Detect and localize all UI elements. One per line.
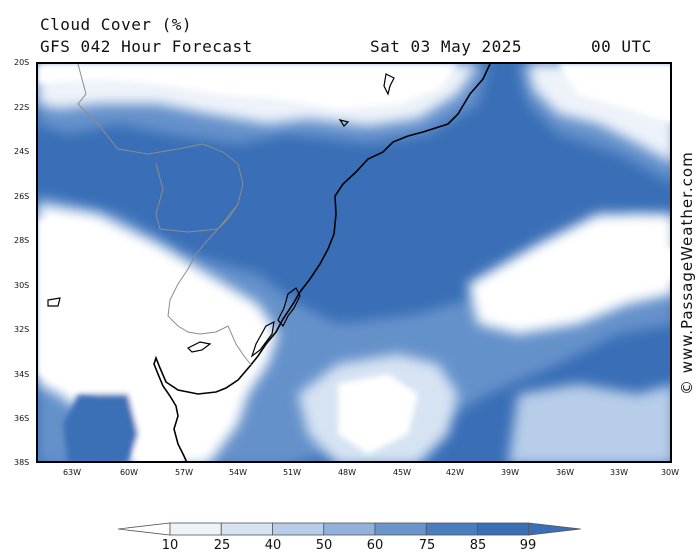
lon-label: 51W xyxy=(282,468,302,477)
legend-value: 85 xyxy=(469,538,487,553)
lat-label: 26S xyxy=(14,192,30,201)
forecast-label: GFS 042 Hour Forecast xyxy=(40,37,253,56)
color-scale-legend xyxy=(118,522,581,536)
lat-label: 24S xyxy=(14,147,30,156)
lon-label: 42W xyxy=(445,468,465,477)
lat-label: 30S xyxy=(14,281,30,290)
lat-label: 20S xyxy=(14,58,30,67)
map-canvas xyxy=(38,64,670,461)
lon-label: 36W xyxy=(555,468,575,477)
legend-value: 50 xyxy=(315,538,333,553)
cloud-cover-map xyxy=(36,62,672,463)
legend-value: 75 xyxy=(418,538,436,553)
credit-watermark: © www.PassageWeather.com xyxy=(678,151,696,395)
legend-value: 25 xyxy=(213,538,231,553)
map-title: Cloud Cover (%) xyxy=(40,15,192,34)
forecast-date: Sat 03 May 2025 xyxy=(370,37,522,56)
lon-label: 63W xyxy=(62,468,82,477)
lat-label: 38S xyxy=(14,458,30,467)
lat-label: 34S xyxy=(14,370,30,379)
lon-label: 39W xyxy=(500,468,520,477)
legend-value: 40 xyxy=(264,538,282,553)
lon-label: 48W xyxy=(337,468,357,477)
legend-value: 99 xyxy=(519,538,537,553)
lat-label: 28S xyxy=(14,236,30,245)
forecast-time: 00 UTC xyxy=(591,37,652,56)
lon-label: 45W xyxy=(392,468,412,477)
lon-label: 60W xyxy=(119,468,139,477)
lat-label: 22S xyxy=(14,103,30,112)
legend-value: 10 xyxy=(161,538,179,553)
lon-label: 30W xyxy=(660,468,680,477)
lon-label: 54W xyxy=(228,468,248,477)
lon-label: 57W xyxy=(174,468,194,477)
lon-label: 33W xyxy=(609,468,629,477)
lat-label: 36S xyxy=(14,414,30,423)
lat-label: 32S xyxy=(14,325,30,334)
legend-value: 60 xyxy=(366,538,384,553)
